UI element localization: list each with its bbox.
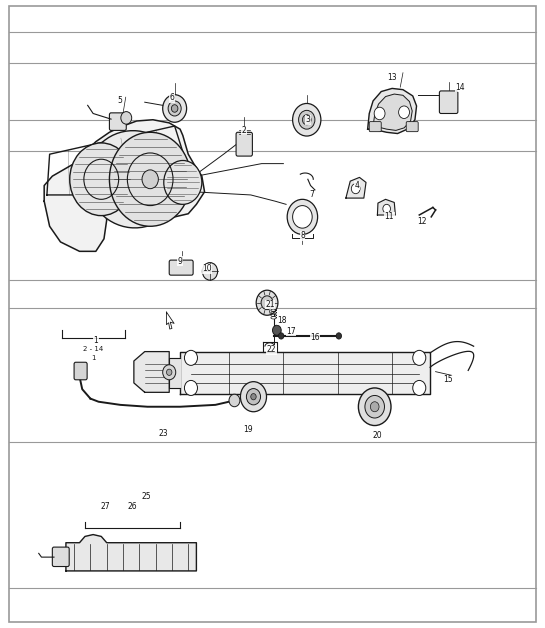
FancyBboxPatch shape bbox=[439, 91, 458, 114]
Text: 18: 18 bbox=[277, 316, 287, 325]
FancyBboxPatch shape bbox=[169, 260, 193, 275]
Text: 1: 1 bbox=[91, 355, 95, 361]
FancyBboxPatch shape bbox=[406, 122, 418, 132]
FancyBboxPatch shape bbox=[370, 122, 381, 132]
Circle shape bbox=[171, 105, 178, 112]
Text: 7: 7 bbox=[309, 190, 314, 200]
Text: 3: 3 bbox=[305, 116, 310, 124]
Text: 10: 10 bbox=[202, 264, 212, 273]
Circle shape bbox=[299, 111, 315, 129]
Polygon shape bbox=[373, 94, 412, 131]
Polygon shape bbox=[180, 352, 430, 394]
Circle shape bbox=[202, 263, 217, 280]
Circle shape bbox=[256, 290, 278, 315]
Text: 11: 11 bbox=[385, 212, 394, 222]
Text: 9: 9 bbox=[178, 257, 183, 266]
Text: 16: 16 bbox=[310, 333, 320, 342]
FancyBboxPatch shape bbox=[74, 362, 87, 380]
Circle shape bbox=[365, 396, 384, 418]
Circle shape bbox=[287, 199, 318, 234]
FancyBboxPatch shape bbox=[52, 547, 69, 566]
Circle shape bbox=[278, 333, 284, 339]
Circle shape bbox=[374, 107, 385, 120]
Text: 14: 14 bbox=[455, 83, 465, 92]
Text: 4: 4 bbox=[354, 181, 359, 190]
Polygon shape bbox=[368, 89, 416, 134]
Circle shape bbox=[413, 381, 426, 396]
Text: 2: 2 bbox=[242, 126, 246, 135]
Circle shape bbox=[383, 204, 390, 213]
Text: 12: 12 bbox=[417, 217, 427, 225]
Text: 22: 22 bbox=[267, 345, 276, 354]
Circle shape bbox=[302, 115, 311, 125]
Circle shape bbox=[70, 143, 133, 215]
Circle shape bbox=[229, 394, 240, 407]
FancyBboxPatch shape bbox=[110, 113, 126, 131]
Text: 15: 15 bbox=[443, 376, 452, 384]
Text: 17: 17 bbox=[286, 327, 296, 336]
Circle shape bbox=[184, 350, 197, 365]
Polygon shape bbox=[169, 358, 180, 388]
Circle shape bbox=[121, 112, 132, 124]
Polygon shape bbox=[134, 352, 169, 392]
FancyBboxPatch shape bbox=[236, 133, 252, 156]
Circle shape bbox=[168, 101, 181, 116]
Circle shape bbox=[261, 296, 273, 310]
Text: 21: 21 bbox=[265, 300, 275, 309]
Circle shape bbox=[336, 333, 342, 339]
Text: 1: 1 bbox=[93, 337, 98, 345]
Circle shape bbox=[352, 183, 360, 193]
Text: 6: 6 bbox=[169, 94, 174, 102]
Text: 19: 19 bbox=[243, 425, 253, 434]
Circle shape bbox=[251, 394, 256, 400]
Circle shape bbox=[163, 95, 186, 122]
Circle shape bbox=[398, 106, 409, 119]
Circle shape bbox=[272, 325, 281, 335]
Polygon shape bbox=[346, 177, 366, 198]
Polygon shape bbox=[66, 534, 196, 571]
Circle shape bbox=[163, 365, 175, 380]
Text: 13: 13 bbox=[387, 73, 397, 82]
Text: 5: 5 bbox=[118, 97, 123, 106]
Text: 26: 26 bbox=[128, 502, 137, 511]
Circle shape bbox=[293, 104, 321, 136]
Polygon shape bbox=[44, 120, 204, 251]
Text: 23: 23 bbox=[159, 428, 168, 438]
Circle shape bbox=[240, 382, 267, 412]
Circle shape bbox=[359, 388, 391, 426]
Circle shape bbox=[293, 205, 312, 228]
Circle shape bbox=[164, 161, 202, 204]
Text: 2 - 14: 2 - 14 bbox=[83, 346, 103, 352]
Ellipse shape bbox=[86, 131, 181, 228]
Circle shape bbox=[142, 170, 159, 188]
Polygon shape bbox=[378, 199, 395, 215]
Circle shape bbox=[371, 402, 379, 412]
Polygon shape bbox=[166, 312, 174, 329]
Text: 27: 27 bbox=[100, 502, 110, 511]
Text: 20: 20 bbox=[372, 431, 381, 440]
Circle shape bbox=[166, 369, 172, 376]
Circle shape bbox=[110, 133, 191, 226]
Circle shape bbox=[184, 381, 197, 396]
Text: 25: 25 bbox=[142, 492, 151, 502]
Text: 8: 8 bbox=[300, 231, 305, 240]
Circle shape bbox=[246, 389, 261, 405]
Circle shape bbox=[413, 350, 426, 365]
